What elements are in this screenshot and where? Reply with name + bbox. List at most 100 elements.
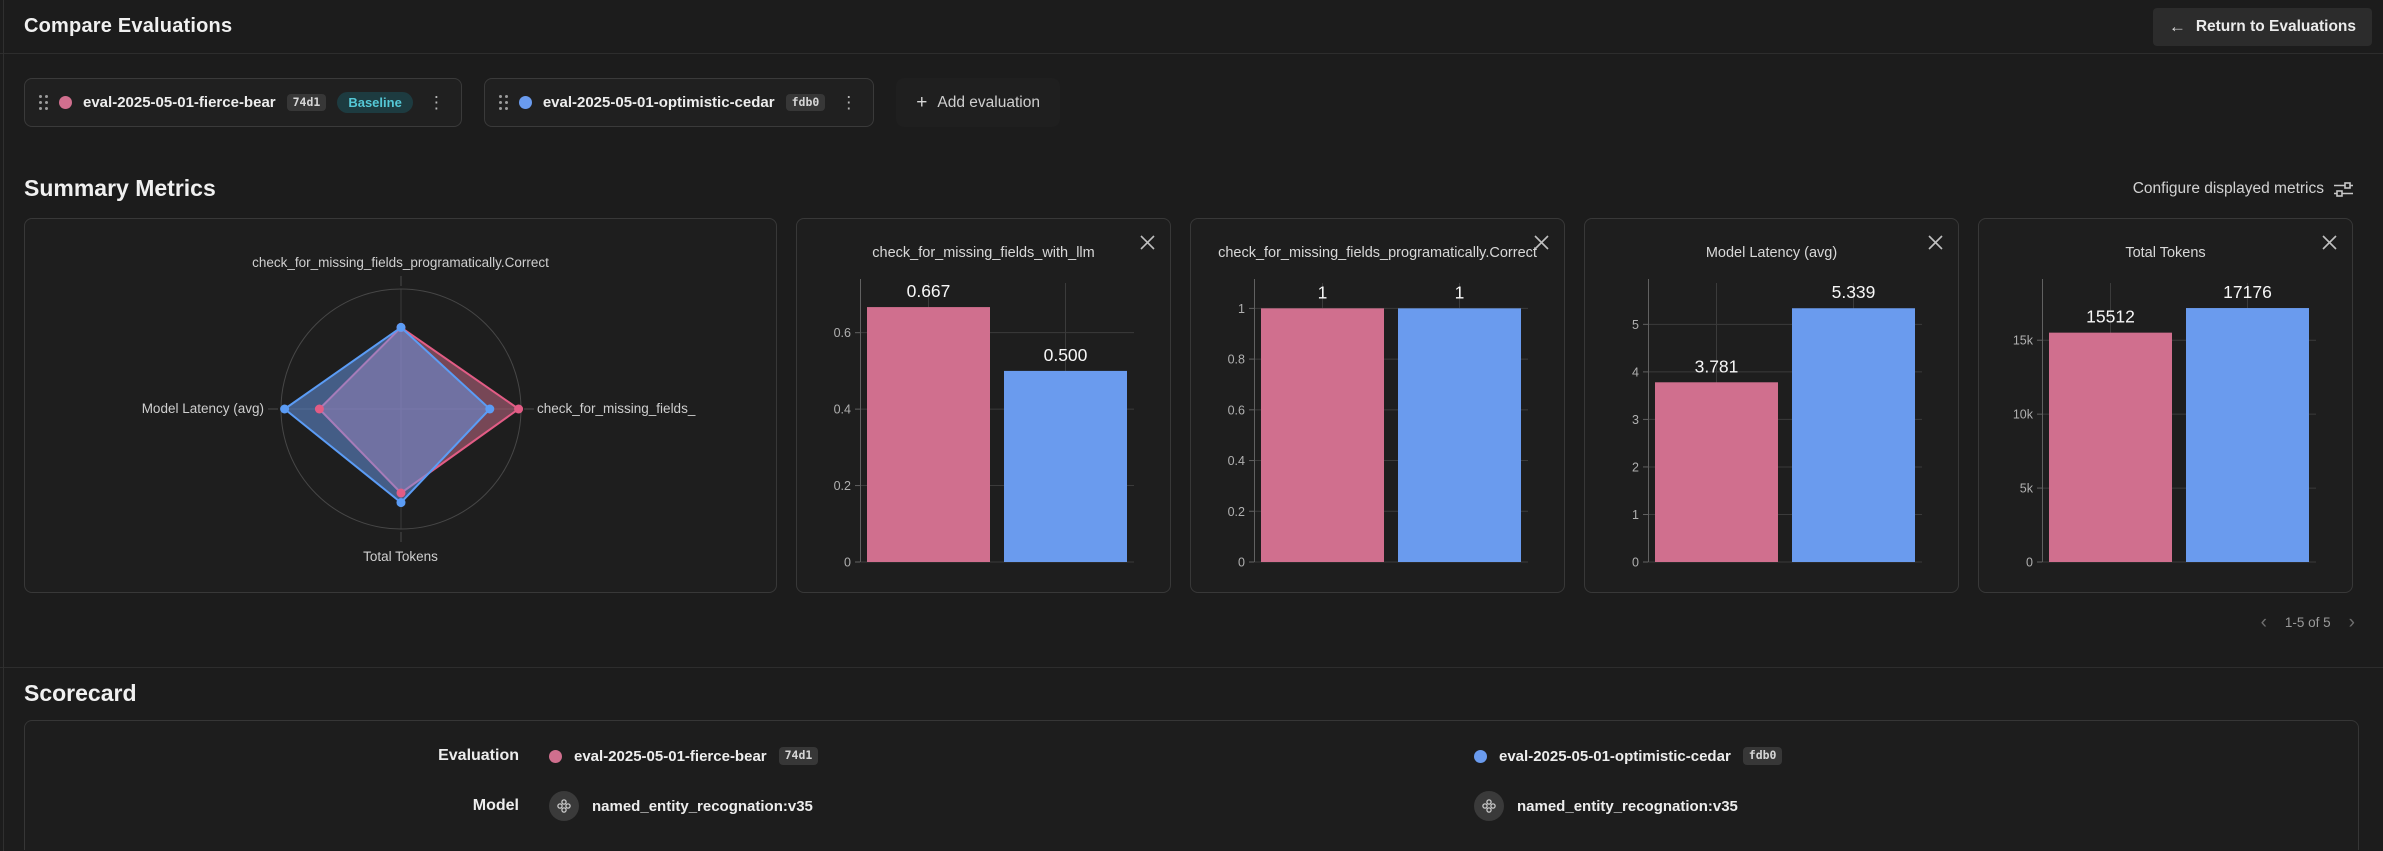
svg-text:0.4: 0.4: [1228, 454, 1245, 468]
svg-text:0.667: 0.667: [907, 281, 951, 301]
scorecard-section: Scorecard Evaluation eval-2025-05-01-fie…: [0, 667, 2383, 850]
svg-text:3: 3: [1632, 413, 1639, 427]
scorecard-row-label: Evaluation: [438, 747, 519, 764]
svg-text:1: 1: [1455, 282, 1465, 302]
scorecard-title: Scorecard: [24, 680, 137, 706]
model-name: named_entity_recognation:v35: [592, 797, 813, 815]
chart-title: check_for_missing_fields_programatically…: [1218, 245, 1537, 261]
evaluation-chip-compare[interactable]: eval-2025-05-01-optimistic-cedar fdb0 ⋮: [483, 78, 875, 127]
model-link[interactable]: named_entity_recognation:v35: [1474, 791, 1738, 821]
scorecard-evaluation-cell: eval-2025-05-01-optimistic-cedar fdb0: [1450, 747, 2358, 765]
evaluation-chips-row: eval-2025-05-01-fierce-bear 74d1 Baselin…: [24, 78, 2359, 127]
page-title: Compare Evaluations: [24, 15, 233, 37]
svg-text:0.4: 0.4: [834, 403, 851, 417]
summary-metrics-title: Summary Metrics: [24, 175, 216, 201]
scorecard-row-label: Model: [472, 797, 519, 814]
close-icon[interactable]: [1924, 231, 1946, 253]
svg-text:0.6: 0.6: [1228, 403, 1245, 417]
svg-text:1: 1: [1238, 302, 1245, 316]
svg-text:0.6: 0.6: [834, 326, 851, 340]
bar-chart-card: Model Latency (avg) 5 4 3 2 1 0 3.781 5.339: [1584, 218, 1959, 593]
kebab-menu-icon[interactable]: ⋮: [836, 91, 861, 115]
eval-name: eval-2025-05-01-optimistic-cedar: [542, 94, 775, 111]
model-icon: [549, 791, 579, 821]
chart-title: check_for_missing_fields_with_llm: [872, 245, 1095, 261]
eval-name: eval-2025-05-01-optimistic-cedar: [1499, 747, 1731, 765]
scorecard-row-model: Model named_entity_recognation:v35: [25, 781, 2358, 831]
bar-chart-card: Total Tokens 15k 10k 5k 0 15512 17176: [1978, 218, 2353, 593]
svg-text:0: 0: [844, 556, 851, 570]
return-button-label: Return to Evaluations: [2195, 17, 2356, 35]
svg-text:0.500: 0.500: [1044, 345, 1088, 365]
summary-metrics-header: Summary Metrics Configure displayed metr…: [24, 175, 2359, 202]
svg-text:5k: 5k: [2020, 482, 2034, 496]
scorecard-model-cell: named_entity_recognation:v35: [1450, 791, 2358, 821]
svg-text:15k: 15k: [2013, 334, 2034, 348]
svg-text:1: 1: [1632, 508, 1639, 522]
drag-handle-icon[interactable]: [498, 95, 508, 110]
scorecard-model-cell: named_entity_recognation:v35: [525, 791, 1450, 821]
svg-text:2: 2: [1632, 460, 1639, 474]
close-icon[interactable]: [1530, 231, 1552, 253]
summary-metrics-cards: check_for_missing_fields_programatically…: [24, 218, 2359, 593]
configure-label: Configure displayed metrics: [2132, 180, 2324, 197]
svg-text:4: 4: [1632, 365, 1639, 379]
eval-hash-badge: fdb0: [1742, 747, 1783, 765]
bar-chart-card: check_for_missing_fields_with_llm 0.6 0.4…: [796, 218, 1171, 593]
plus-icon: +: [916, 91, 928, 113]
add-evaluation-button[interactable]: + Add evaluation: [896, 78, 1060, 127]
add-evaluation-label: Add evaluation: [937, 93, 1040, 111]
eval-hash-badge: 74d1: [286, 93, 327, 112]
chart-title: Total Tokens: [2125, 245, 2206, 261]
evaluation-chip-baseline[interactable]: eval-2025-05-01-fierce-bear 74d1 Baselin…: [24, 78, 462, 127]
svg-text:0: 0: [1632, 556, 1639, 570]
svg-text:0.8: 0.8: [1228, 353, 1245, 367]
svg-text:0.2: 0.2: [1228, 505, 1245, 519]
eval-color-dot: [59, 96, 72, 109]
configure-metrics-icon: [2334, 181, 2353, 197]
pagination-label: 1-5 of 5: [2284, 614, 2331, 630]
eval-color-dot: [549, 749, 562, 763]
bar-chart-card: check_for_missing_fields_programatically…: [1190, 218, 1565, 593]
svg-text:5.339: 5.339: [1832, 282, 1876, 302]
svg-text:1: 1: [1318, 282, 1328, 302]
svg-text:10k: 10k: [2013, 408, 2034, 422]
prev-page-icon[interactable]: ‹: [2260, 611, 2267, 633]
model-icon: [1474, 791, 1504, 821]
close-icon[interactable]: [2318, 231, 2340, 253]
svg-text:5: 5: [1632, 318, 1639, 332]
top-header: Compare Evaluations ← Return to Evaluati…: [0, 0, 2383, 54]
next-page-icon[interactable]: ›: [2348, 611, 2355, 633]
radar-axis-label-bottom: Total Tokens: [363, 549, 438, 564]
kebab-menu-icon[interactable]: ⋮: [424, 91, 449, 115]
scorecard-evaluation-cell: eval-2025-05-01-fierce-bear 74d1: [525, 747, 1450, 765]
svg-text:0: 0: [2026, 556, 2033, 570]
svg-text:0: 0: [1238, 556, 1245, 570]
close-icon[interactable]: [1136, 231, 1158, 253]
summary-metrics-pagination: ‹ 1-5 of 5 ›: [24, 609, 2357, 635]
return-to-evaluations-button[interactable]: ← Return to Evaluations: [2152, 7, 2372, 46]
model-name: named_entity_recognation:v35: [1517, 797, 1738, 815]
radar-chart-card: check_for_missing_fields_programatically…: [24, 218, 777, 593]
eval-name: eval-2025-05-01-fierce-bear: [574, 747, 767, 765]
configure-displayed-metrics-button[interactable]: Configure displayed metrics: [2131, 176, 2355, 202]
drag-handle-icon[interactable]: [39, 95, 48, 110]
model-link[interactable]: named_entity_recognation:v35: [549, 791, 813, 821]
scorecard-table: Evaluation eval-2025-05-01-fierce-bear 7…: [24, 720, 2359, 850]
radar-axis-label-right: check_for_missing_fields_: [537, 401, 696, 416]
baseline-badge: Baseline: [337, 92, 413, 113]
panel-left-border: [3, 0, 4, 851]
radar-axis-label-left: Model Latency (avg): [141, 401, 264, 416]
eval-color-dot: [518, 96, 532, 109]
eval-color-dot: [1474, 749, 1487, 763]
scorecard-row-evaluation: Evaluation eval-2025-05-01-fierce-bear 7…: [25, 731, 2358, 781]
svg-text:15512: 15512: [2086, 307, 2135, 327]
eval-name: eval-2025-05-01-fierce-bear: [83, 94, 276, 111]
chart-title: Model Latency (avg): [1705, 245, 1838, 261]
eval-hash-badge: 74d1: [778, 747, 819, 765]
svg-text:3.781: 3.781: [1695, 356, 1739, 376]
back-arrow-icon: ←: [2168, 16, 2186, 36]
svg-text:0.2: 0.2: [834, 479, 851, 493]
svg-text:17176: 17176: [2223, 282, 2272, 302]
radar-axis-label-top: check_for_missing_fields_programatically…: [252, 255, 549, 270]
